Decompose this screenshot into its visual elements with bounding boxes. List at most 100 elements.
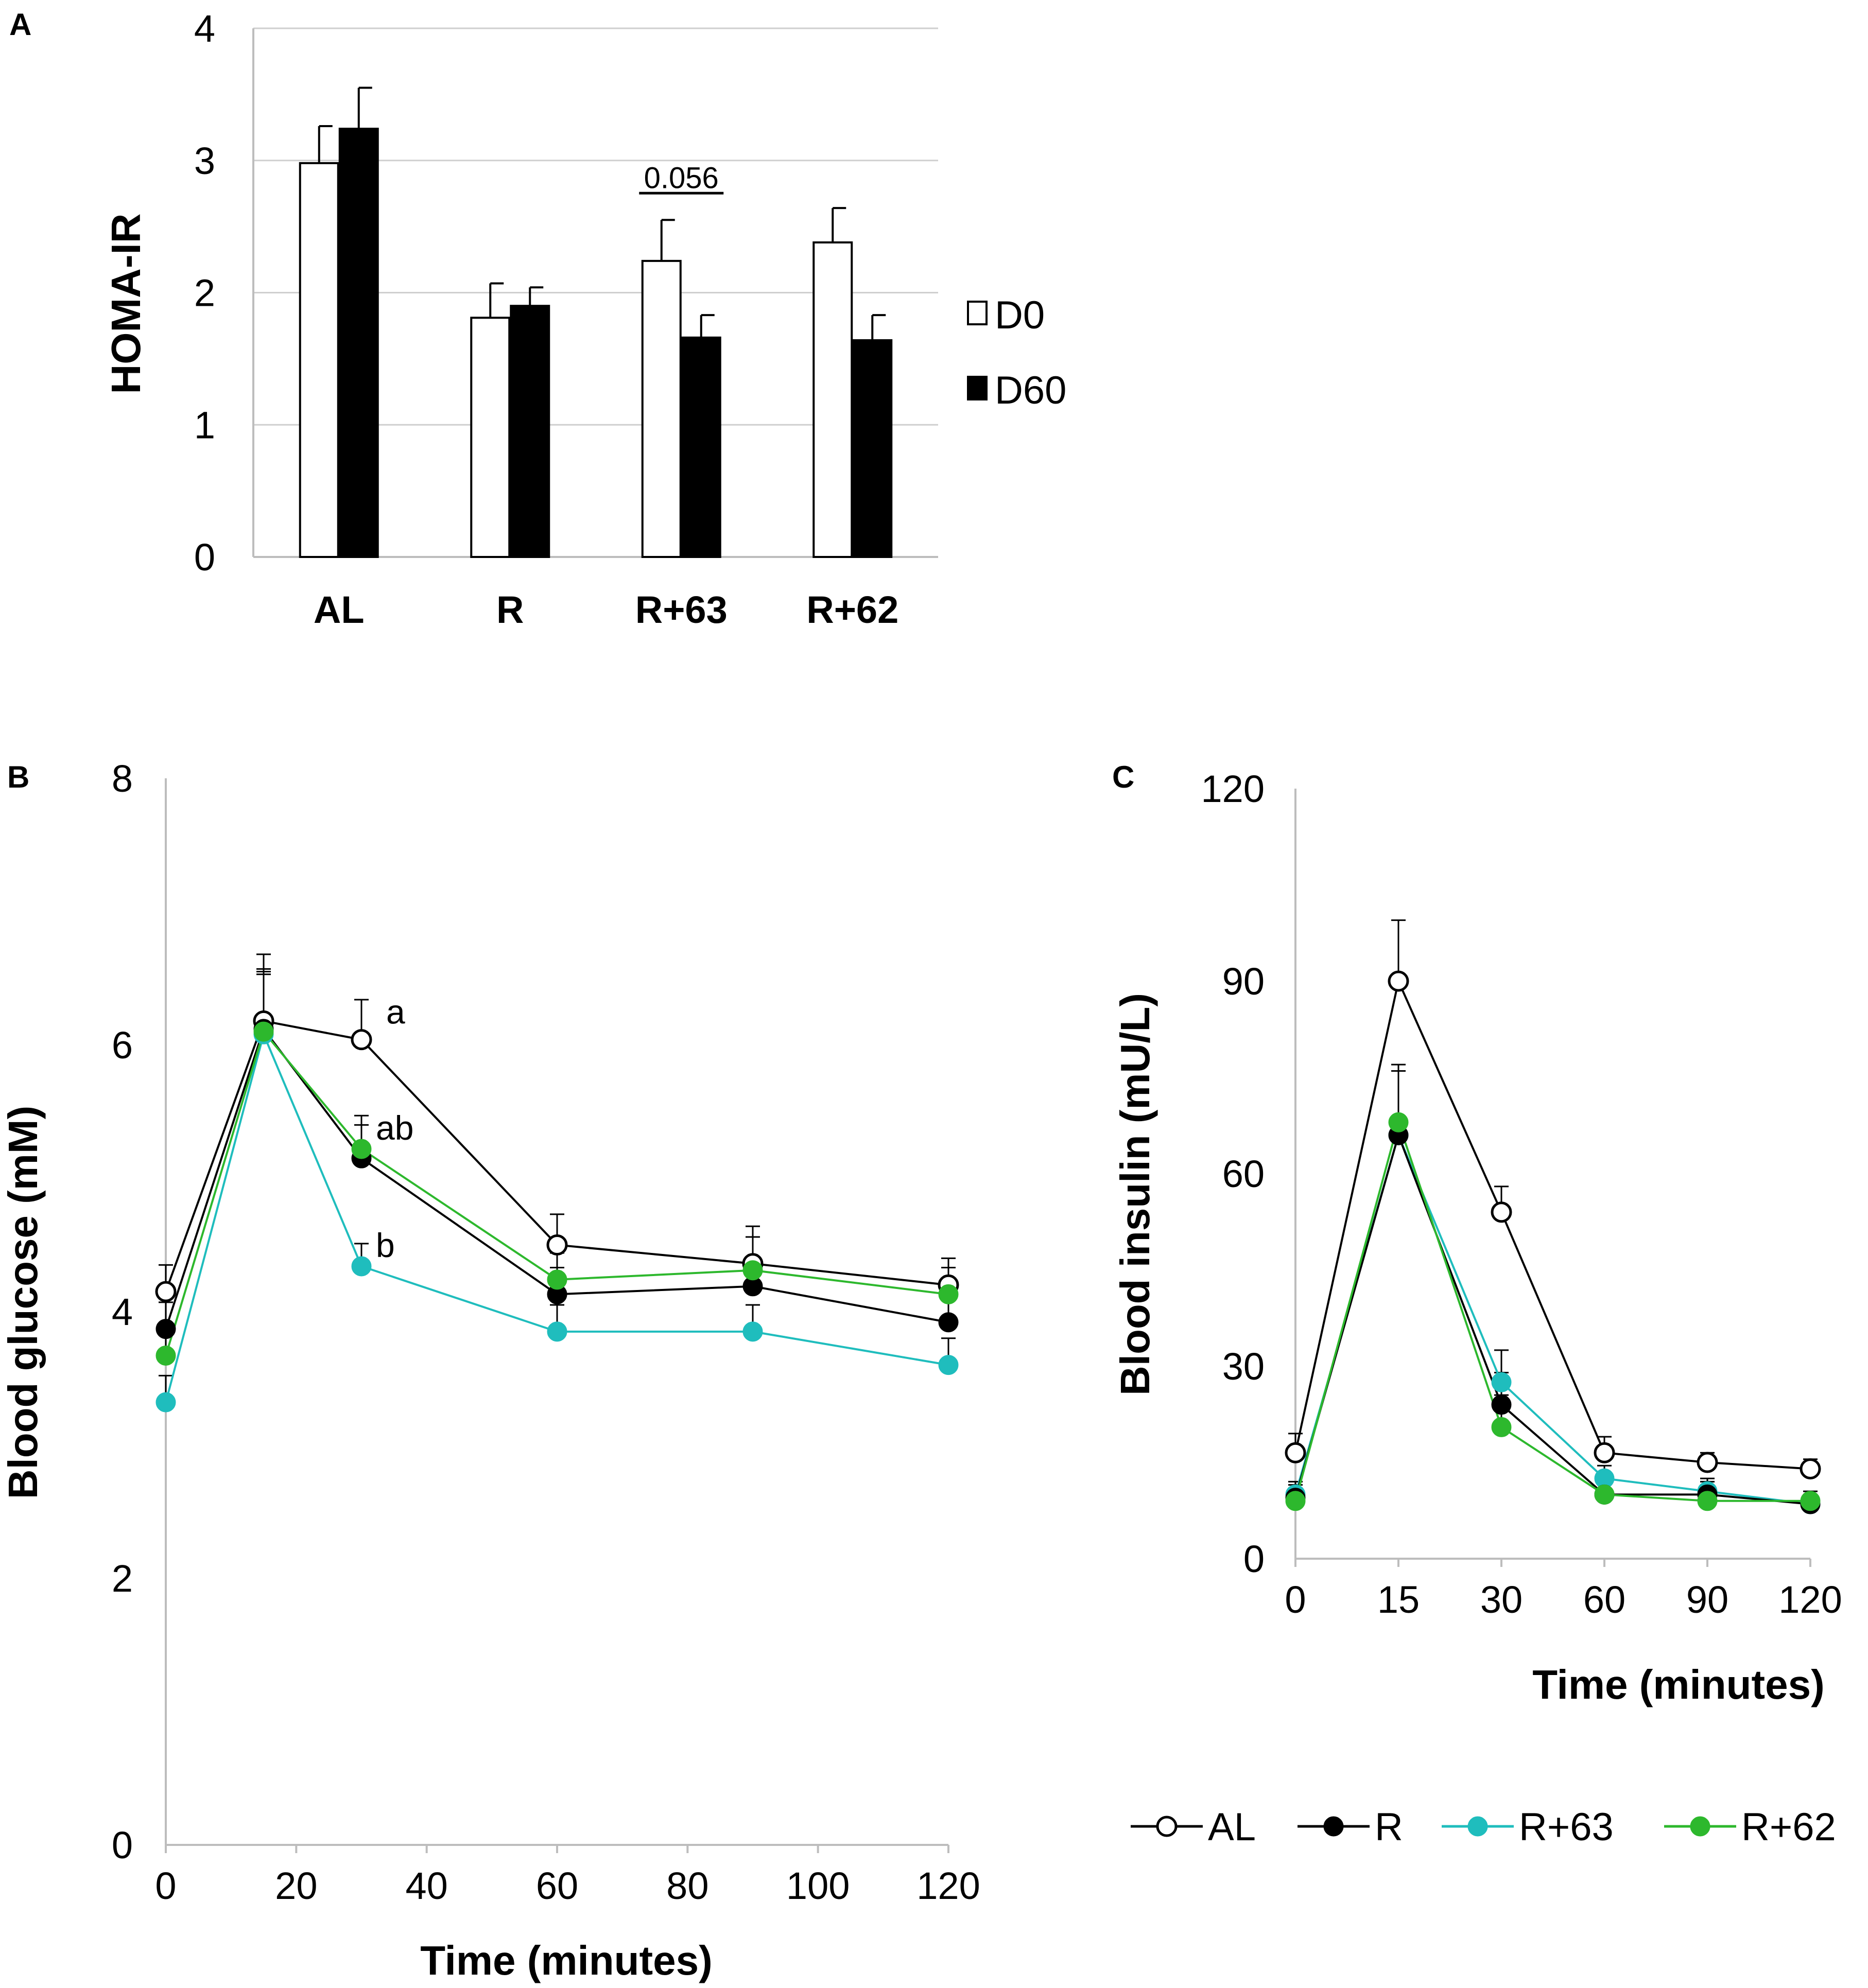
point-r-plus-63 [155,1392,176,1412]
point-r-plus-62 [938,1284,959,1304]
x-tick-label: 0 [1285,1578,1306,1621]
x-tick-label: 90 [1686,1578,1728,1621]
point-r-plus-62 [1800,1491,1821,1511]
category-label-r-plus-63: R+63 [635,588,728,631]
y-tick-label: 60 [1222,1153,1265,1195]
x-axis-title: Time (minutes) [420,1938,713,1983]
y-tick-label: 4 [194,7,215,50]
significance-annotation: 0.056 [639,161,724,195]
point-al [1388,970,1409,992]
line-r-plus-62 [165,1029,949,1356]
x-tick-label: 100 [786,1864,850,1907]
panel-label-b: B [7,760,29,794]
point-r [938,1312,959,1333]
p-value-label: 0.056 [644,161,719,195]
panel-b-blood-glucose-chart: 0 2 4 6 8 0 20 40 60 80 100 120 Blood glucose (mM)… [0,757,980,1983]
point-al [1491,1201,1512,1223]
bar-r-plus-62-d60 [852,339,893,558]
y-axis-title: Blood insulin (mU/L) [1112,993,1158,1396]
y-tick-labels: 0 1 2 3 4 [194,7,215,579]
x-tick-label: 40 [406,1864,448,1907]
point-al [1594,1442,1615,1463]
point-r-plus-62 [547,1269,567,1290]
point-r-plus-62 [351,1139,372,1159]
y-tick-label: 0 [1243,1538,1265,1580]
point-r-plus-62 [1594,1484,1615,1505]
y-tick-label: 0 [112,1824,133,1867]
y-axis-title: HOMA-IR [103,213,149,394]
letter-ab: ab [376,1109,413,1147]
y-tick-label: 6 [112,1024,133,1067]
panel-label-a: A [9,7,31,42]
y-tick-label: 30 [1222,1345,1265,1388]
bar-r-d60 [510,305,550,558]
bars [299,86,893,558]
point-r-plus-62 [155,1345,176,1366]
point-al [1285,1442,1306,1463]
letter-b: b [376,1226,395,1264]
y-tick-label: 8 [112,757,133,800]
line-r-plus-62 [1294,1119,1810,1502]
category-label-r: R [496,588,524,631]
bar-r-plus-62-d0 [812,241,853,558]
bar-r-plus-63-d0 [641,259,682,558]
line-r [165,1026,949,1330]
y-tick-label: 3 [194,139,215,182]
bar-al-d0 [299,162,339,558]
legend-label-d60: D60 [995,369,1066,412]
category-labels: AL R R+63 R+62 [314,588,898,631]
legend-label-r-plus-62: R+62 [1741,1805,1836,1849]
bar-r-d0 [470,317,511,558]
x-tick-labels: 0 15 30 60 90 120 [1285,1578,1842,1621]
legend-label-al: AL [1208,1805,1256,1849]
y-tick-label: 120 [1201,768,1265,810]
x-tick-labels: 0 20 40 60 80 100 120 [155,1864,980,1907]
x-tick-label: 60 [1583,1578,1625,1621]
letter-a: a [386,993,405,1031]
x-tick-label: 120 [1778,1578,1842,1621]
y-tick-label: 2 [112,1557,133,1600]
y-tick-label: 4 [112,1291,133,1333]
point-r-plus-62 [742,1260,763,1281]
category-label-al: AL [314,588,365,631]
y-tick-labels: 0 30 60 90 120 [1201,768,1265,1580]
legend-marker-r-plus-62 [1690,1816,1710,1837]
point-al [1800,1458,1821,1479]
point-r-plus-62 [1491,1417,1512,1437]
point-al [1697,1452,1718,1473]
point-r-plus-63 [547,1321,567,1342]
category-label-r-plus-62: R+62 [806,588,898,631]
bar-r-plus-63-d60 [681,336,721,558]
point-r-plus-62 [1697,1491,1718,1511]
legend-label-r-plus-63: R+63 [1519,1805,1614,1849]
legend-label-r: R [1375,1805,1403,1849]
point-r [1491,1394,1512,1415]
point-r [155,1319,176,1339]
x-tick-label: 20 [275,1864,317,1907]
x-tick-label: 80 [666,1864,708,1907]
y-tick-label: 1 [194,404,215,446]
x-tick-label: 60 [536,1864,578,1907]
point-r-plus-63 [742,1321,763,1342]
line-al [1294,978,1811,1470]
legend-swatch-d60 [967,376,988,400]
axes [1294,789,1811,1567]
y-tick-label: 2 [194,272,215,315]
point-r-plus-63 [938,1355,959,1375]
legend-marker-r [1323,1816,1344,1837]
line-r [1294,1131,1811,1506]
point-r-plus-62 [1388,1112,1409,1132]
point-r-plus-62 [253,1021,274,1042]
y-tick-label: 0 [194,536,215,579]
y-tick-labels: 0 2 4 6 8 [112,757,133,1867]
point-r-plus-63 [1491,1372,1512,1392]
y-axis-title: Blood glucose (mM) [0,1106,46,1499]
point-r-plus-63 [351,1256,372,1277]
line-r-plus-63 [165,1031,949,1403]
shared-legend: AL R R+63 R+62 [1131,1805,1836,1849]
point-al [351,1029,372,1051]
legend-marker-al [1156,1816,1178,1837]
line-al [165,1020,949,1292]
series [155,953,959,1412]
